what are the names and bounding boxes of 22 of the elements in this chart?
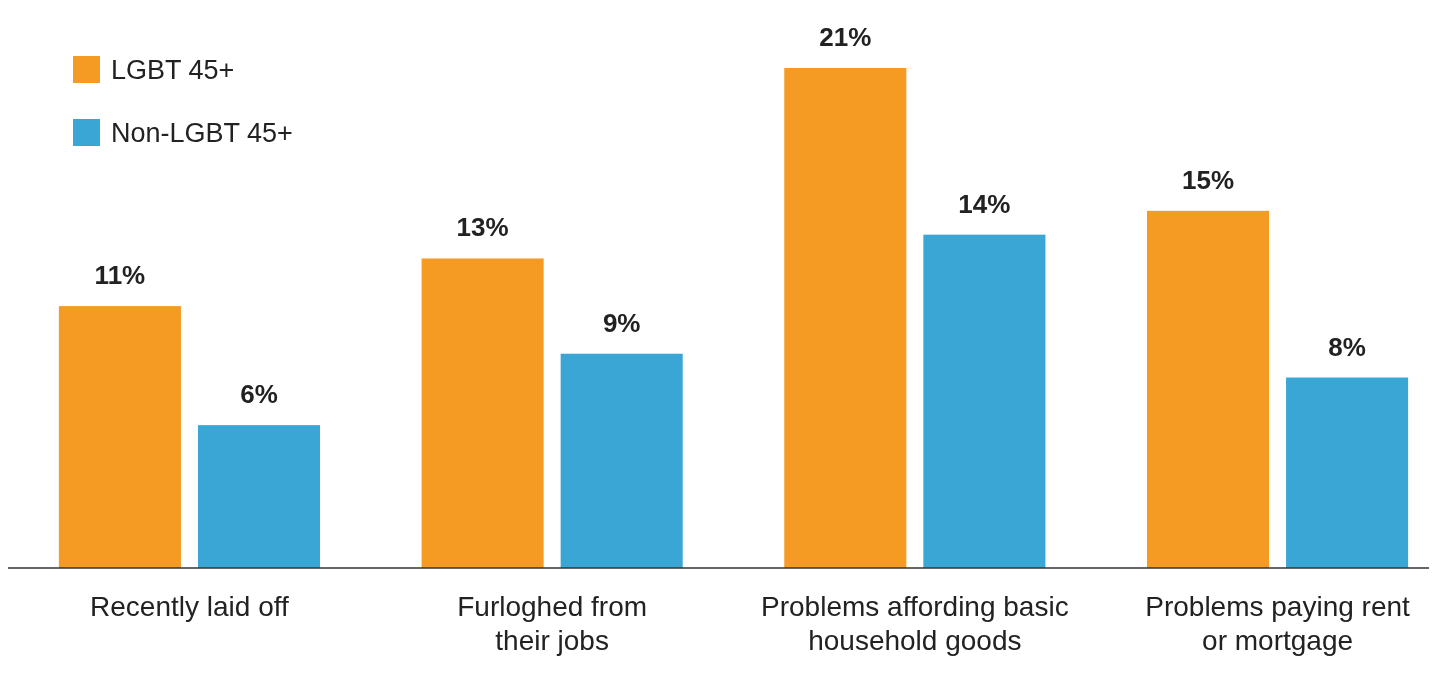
x-tick-label: Problems paying rent or mortgage (1145, 591, 1411, 656)
x-tick-label: Problems affording basic household goods (761, 591, 1069, 656)
bar (1286, 377, 1409, 568)
x-tick-label: Furloghed from their jobs (457, 591, 648, 656)
data-label: 9% (602, 307, 641, 338)
data-label: 6% (240, 379, 278, 410)
legend-label: Non-LGBT 45+ (111, 118, 293, 148)
bar (197, 425, 321, 568)
bar (58, 306, 181, 568)
data-label: 15% (1181, 164, 1235, 195)
x-tick-label: Recently laid off (90, 591, 290, 622)
bar (421, 258, 544, 568)
bar (923, 234, 1046, 568)
bar (560, 353, 683, 568)
bar (1146, 210, 1270, 568)
data-label: 21% (819, 22, 872, 52)
data-label: 11% (94, 260, 146, 291)
bar (784, 68, 907, 568)
data-label: 14% (958, 188, 1011, 219)
data-label: 13% (456, 212, 509, 243)
data-label: 8% (1328, 331, 1366, 362)
legend-label: LGBT 45+ (111, 55, 235, 85)
